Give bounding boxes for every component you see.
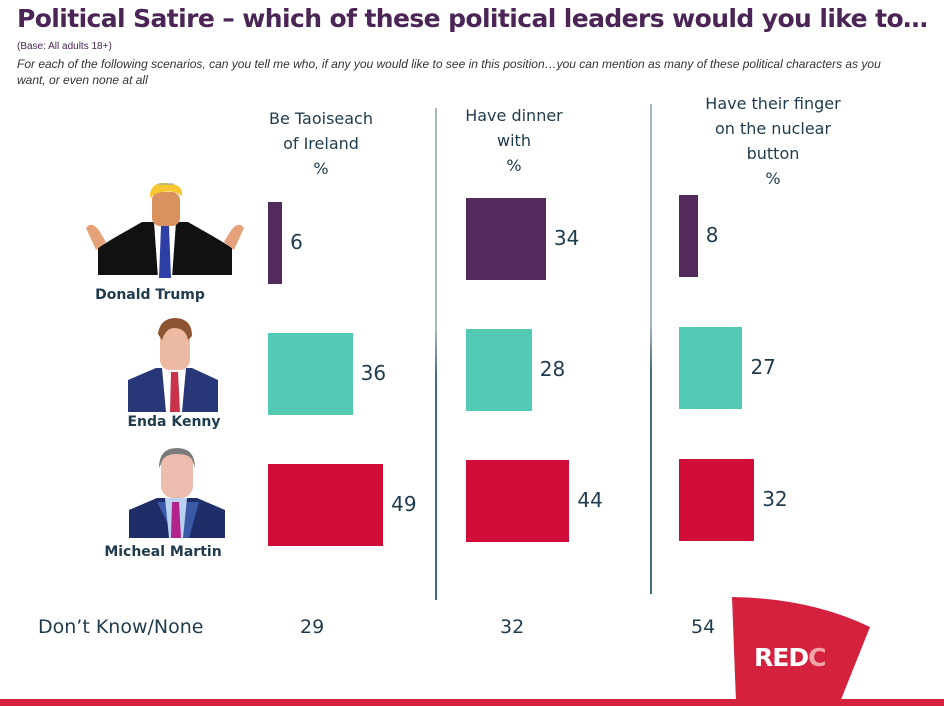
footer-bar bbox=[0, 699, 944, 706]
question-text: For each of the following scenarios, can… bbox=[17, 57, 881, 87]
column-header-nuclear: Have their finger on the nuclear button% bbox=[680, 91, 866, 191]
bar-enda-kenny bbox=[466, 329, 532, 411]
dont-know-value: 54 bbox=[691, 616, 716, 638]
bar-value-label: 49 bbox=[391, 492, 417, 516]
column-header-line: of Ireland bbox=[283, 134, 359, 153]
bar-value-label: 34 bbox=[553, 226, 580, 250]
bar-value-label: 32 bbox=[762, 487, 788, 511]
column-header-line: % bbox=[765, 169, 781, 188]
column-divider bbox=[435, 108, 437, 600]
bar-value-label: 8 bbox=[705, 223, 719, 247]
bar-value-label: 36 bbox=[360, 361, 387, 385]
bar-micheal-martin bbox=[466, 460, 570, 542]
column-header-taoiseach: Be Taoiseach of Ireland% bbox=[246, 106, 396, 181]
column-header-dinner: Have dinner with% bbox=[440, 103, 588, 178]
enda-kenny-caricature-icon bbox=[128, 318, 218, 412]
dont-know-value: 29 bbox=[300, 616, 325, 638]
logo-text-red: RED bbox=[754, 643, 809, 672]
base-note: (Base: All adults 18+) bbox=[17, 41, 112, 52]
bar-donald-trump bbox=[268, 202, 283, 284]
bar-value-label: 28 bbox=[539, 357, 566, 381]
bar-donald-trump bbox=[679, 195, 698, 277]
person-name: Micheal Martin bbox=[104, 544, 222, 560]
bar-value-label: 27 bbox=[750, 355, 776, 379]
page-title: Political Satire – which of these politi… bbox=[17, 4, 928, 33]
column-header-line: button bbox=[746, 144, 800, 163]
person-name: Donald Trump bbox=[95, 287, 205, 303]
person-name: Enda Kenny bbox=[127, 414, 221, 430]
redc-logo: REDC bbox=[754, 643, 826, 672]
logo-text-c: C bbox=[808, 643, 826, 672]
bar-donald-trump bbox=[466, 198, 546, 280]
dont-know-label: Don’t Know/None bbox=[38, 616, 204, 638]
bar-value-label: 44 bbox=[577, 488, 603, 512]
bar-micheal-martin bbox=[679, 459, 755, 541]
column-header-line: % bbox=[506, 156, 522, 175]
column-header-line: Have dinner bbox=[465, 106, 563, 125]
column-divider bbox=[650, 104, 652, 594]
bar-value-label: 6 bbox=[290, 230, 303, 254]
bar-micheal-martin bbox=[268, 464, 384, 546]
bar-enda-kenny bbox=[679, 327, 743, 409]
micheal-martin-caricature-icon bbox=[129, 448, 225, 538]
donald-trump-caricature-icon bbox=[86, 182, 244, 278]
bar-enda-kenny bbox=[268, 333, 353, 415]
column-header-line: Have their finger bbox=[705, 94, 841, 113]
column-header-line: with bbox=[497, 131, 531, 150]
dont-know-value: 32 bbox=[500, 616, 525, 638]
column-header-line: on the nuclear bbox=[714, 119, 832, 138]
column-header-line: Be Taoiseach bbox=[269, 109, 373, 128]
column-header-line: % bbox=[313, 159, 329, 178]
